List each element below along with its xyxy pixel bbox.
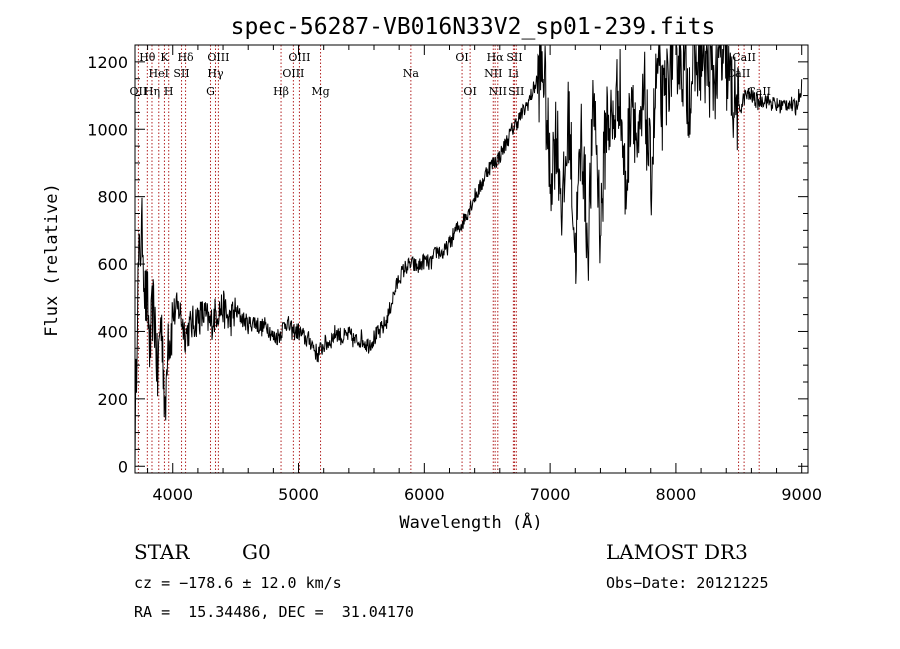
marker-label: SII <box>506 51 522 64</box>
marker-label: HeI <box>149 67 169 80</box>
marker-label: Li <box>508 67 519 80</box>
x-tick-label: 4000 <box>152 485 193 504</box>
marker-label: Hα <box>487 51 505 64</box>
object-class: STAR <box>134 540 190 564</box>
x-axis-label: Wavelength (Å) <box>399 511 542 533</box>
marker-label: Hθ <box>139 51 156 64</box>
marker-label: NII <box>484 67 502 80</box>
obs-date: Obs−Date: 20121225 <box>606 574 769 592</box>
marker-label: Hη <box>144 85 160 98</box>
plot-frame <box>134 44 809 474</box>
coordinates: RA = 15.34486, DEC = 31.04170 <box>134 603 414 621</box>
marker-label: Hγ <box>207 67 224 80</box>
y-axis-label: Flux (relative) <box>42 183 62 337</box>
spectrum-line <box>134 44 803 468</box>
marker-label: OI <box>463 85 476 98</box>
redshift-value: cz = −178.6 ± 12.0 km/s <box>134 574 342 592</box>
y-tick-label: 1000 <box>87 120 128 139</box>
x-tick-label: 8000 <box>656 485 697 504</box>
y-tick-label: 200 <box>97 390 128 409</box>
marker-label: SII <box>173 67 189 80</box>
marker-label: NII <box>489 85 507 98</box>
x-tick-label: 5000 <box>278 485 319 504</box>
y-tick-label: 0 <box>118 457 128 476</box>
survey-name: LAMOST DR3 <box>606 540 748 564</box>
marker-label: Hδ <box>177 51 194 64</box>
y-tick-label: 1200 <box>87 53 128 72</box>
marker-label: K <box>160 51 169 64</box>
marker-label: CaII <box>732 51 756 64</box>
x-tick-label: 7000 <box>530 485 571 504</box>
marker-label: OIII <box>282 67 304 80</box>
marker-label: G <box>206 85 215 98</box>
x-tick-label: 9000 <box>781 485 822 504</box>
marker-label: OIII <box>288 51 310 64</box>
marker-label: Hβ <box>273 85 289 98</box>
object-subclass: G0 <box>242 540 271 564</box>
x-tick-label: 6000 <box>404 485 445 504</box>
y-tick-label: 800 <box>97 188 128 207</box>
marker-label: CaII <box>747 85 771 98</box>
marker-label: Mg <box>311 85 329 98</box>
chart-title: spec-56287-VB016N33V2_sp01-239.fits <box>231 14 716 40</box>
marker-label: CaII <box>727 67 751 80</box>
y-tick-label: 600 <box>97 255 128 274</box>
marker-label: Na <box>403 67 420 80</box>
marker-label: OIII <box>207 51 229 64</box>
marker-label: H <box>164 85 174 98</box>
marker-label: OI <box>455 51 468 64</box>
marker-label: OII <box>130 85 148 98</box>
y-tick-label: 400 <box>97 322 128 341</box>
marker-label: SII <box>508 85 524 98</box>
